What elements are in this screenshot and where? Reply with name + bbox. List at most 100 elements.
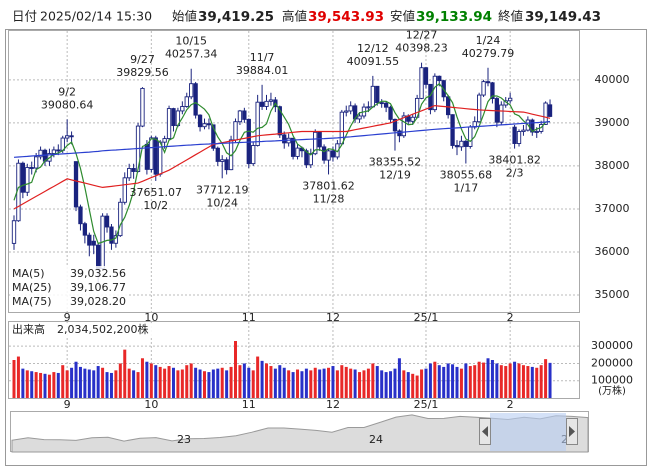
x-tick-label: 2 <box>507 311 514 324</box>
x-tick-label: 2 <box>507 398 514 411</box>
volume-bar <box>530 366 534 398</box>
volume-bar <box>140 358 144 398</box>
volume-bar <box>442 366 446 398</box>
annotation-value: 39829.56 <box>116 66 169 79</box>
volume-bar <box>406 372 410 398</box>
annotation-value: 38055.68 <box>440 169 493 182</box>
volume-bar <box>353 369 357 398</box>
x-tick-label: 11 <box>242 398 256 411</box>
legend-name: MA(5) <box>12 267 45 280</box>
annotation-date: 11/28 <box>313 192 345 205</box>
volume-bar <box>548 362 552 398</box>
annotation-date: 10/15 <box>175 35 207 48</box>
x-tick-label: 25/1 <box>414 311 439 324</box>
volume-bar <box>180 369 184 398</box>
annotation-date: 11/7 <box>250 51 275 64</box>
volume-bar <box>344 366 348 398</box>
volume-bar <box>225 370 229 398</box>
legend-name: MA(25) <box>12 281 52 294</box>
candle-body <box>499 104 504 123</box>
y-tick-label: 200000 <box>591 356 633 369</box>
volume-bar <box>411 373 415 398</box>
candle-body <box>215 147 220 162</box>
volume-bar <box>495 363 499 398</box>
annotation-value: 40091.55 <box>347 55 400 68</box>
candle-body <box>122 177 127 203</box>
annotation-date: 10/24 <box>206 196 238 209</box>
volume-bar <box>234 341 237 398</box>
candle-body <box>397 130 402 137</box>
candle-body <box>153 137 158 175</box>
volume-bar <box>34 372 38 398</box>
candle-body <box>547 104 553 117</box>
x-tick-label: 25/1 <box>414 398 439 411</box>
volume-bar <box>358 372 362 398</box>
candle-body <box>375 85 380 104</box>
volume-bar <box>349 368 353 398</box>
candle-body <box>423 67 429 85</box>
y-tick-label: 100000 <box>591 374 633 387</box>
annotation-value: 37712.19 <box>196 183 249 196</box>
candle-body <box>51 149 57 154</box>
volume-bar <box>109 372 113 398</box>
candle-body <box>379 102 384 105</box>
volume-bar <box>309 370 313 398</box>
candle-body <box>339 111 344 145</box>
volume-bar <box>335 370 339 398</box>
volume-bar <box>380 370 384 398</box>
candle-body <box>308 153 313 166</box>
candle-body <box>127 168 132 179</box>
volume-bar <box>428 363 432 398</box>
volume-bar <box>207 372 211 398</box>
candle-body <box>304 150 309 166</box>
volume-bar <box>52 372 56 398</box>
open-value: 39,419.25 <box>198 9 274 25</box>
candle-body <box>251 145 256 165</box>
candle-body <box>313 131 318 155</box>
volume-bar <box>459 368 463 398</box>
candle-body <box>321 146 327 161</box>
volume-bar <box>513 361 517 398</box>
volume-bar <box>296 369 300 398</box>
volume-bar <box>269 366 273 398</box>
volume-bar <box>499 365 503 398</box>
candle-body <box>220 159 225 162</box>
annotation-value: 40279.79 <box>462 47 515 60</box>
annotation-value: 40398.23 <box>395 42 448 55</box>
candle-body <box>162 138 167 143</box>
volume-bar <box>74 361 78 398</box>
candle-body <box>171 108 176 127</box>
volume-bar <box>242 363 246 398</box>
candle-body <box>211 124 216 149</box>
candle-body <box>237 110 243 123</box>
volume-bar <box>424 368 428 398</box>
annotation-value: 37801.62 <box>302 179 355 192</box>
volume-bar <box>47 374 51 398</box>
annotation-date: 2/3 <box>506 167 524 180</box>
annotation-date: 12/27 <box>406 29 438 42</box>
navigator-selection[interactable] <box>490 413 566 451</box>
candle-body <box>348 105 353 112</box>
x-tick-label: 12 <box>326 311 340 324</box>
volume-bar <box>517 363 521 398</box>
low-value: 39,133.94 <box>416 9 492 25</box>
candle-body <box>432 75 437 111</box>
volume-bar <box>56 372 60 398</box>
candle-body <box>410 116 415 122</box>
candle-body <box>166 108 172 140</box>
candle-body <box>277 106 282 136</box>
volume-bar <box>521 365 525 398</box>
volume-bar <box>282 367 286 398</box>
volume-bar <box>273 368 277 398</box>
candle-body <box>268 99 274 102</box>
x-tick-label: 10 <box>144 398 158 411</box>
volume-bar <box>473 365 477 398</box>
volume-bar <box>464 363 468 398</box>
volume-bar <box>198 369 202 398</box>
volume-bar <box>331 366 335 398</box>
volume-bar <box>384 372 388 398</box>
candle-body <box>96 244 101 269</box>
volume-bar <box>211 369 215 398</box>
candle-body <box>459 140 464 148</box>
